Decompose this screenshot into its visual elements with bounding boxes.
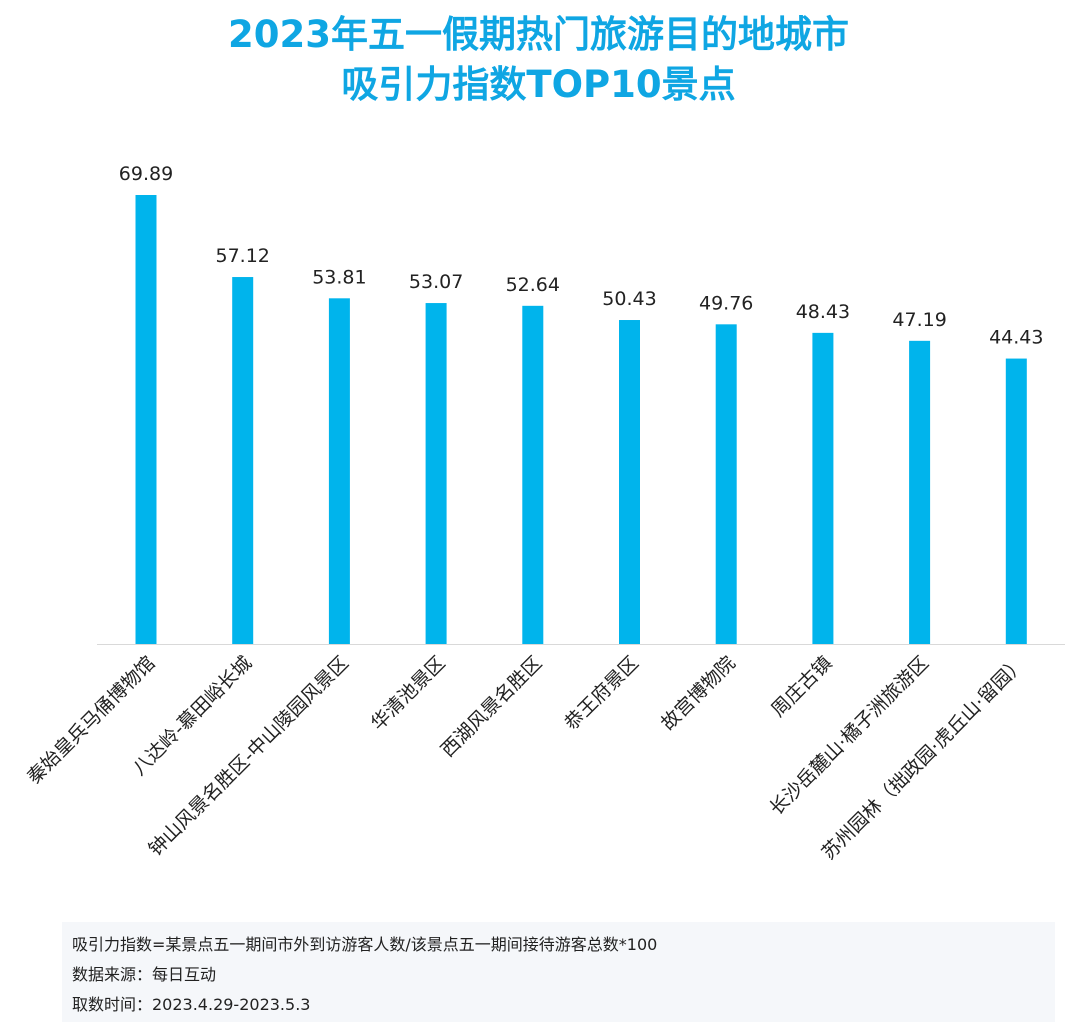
data-label: 49.76 [699,292,753,314]
bar [715,324,737,644]
x-tick-label: 钟山风景名胜区-中山陵园风景区 [144,652,352,860]
x-tick-label: 苏州园林（拙政园·虎丘山·留园） [818,652,1030,864]
data-label: 50.43 [602,288,656,310]
data-label: 44.43 [989,327,1043,349]
bar [1005,358,1027,644]
data-label: 47.19 [892,309,946,331]
bar [135,195,157,644]
bar [619,320,640,644]
footnote-definition: 吸引力指数=某景点五一期间市外到访游客人数/该景点五一期间接待游客总数*100 [72,935,658,954]
bar [522,305,544,644]
footnote-source: 数据来源：每日互动 [72,965,217,984]
data-label: 53.81 [312,266,366,288]
data-label: 57.12 [215,245,269,267]
chart-title: 2023年五一假期热门旅游目的地城市 [228,13,849,56]
x-tick-label: 周庄古镇 [767,652,836,721]
bar [909,340,931,644]
bar [232,277,254,644]
footnote-period: 取数时间：2023.4.29-2023.5.3 [72,995,311,1014]
data-label: 48.43 [796,301,850,323]
x-tick-label: 华清池景区 [367,652,450,735]
x-tick-label: 恭王府景区 [560,652,643,735]
data-label: 52.64 [506,274,560,296]
x-tick-label: 西湖风景名胜区 [437,652,547,762]
data-label: 69.89 [119,163,173,185]
x-tick-label: 故宫博物院 [657,652,740,735]
bar [425,303,447,644]
chart-subtitle: 吸引力指数TOP10景点 [341,63,736,106]
bar [328,298,350,644]
x-tick-label: 长沙岳麓山·橘子洲旅游区 [766,652,934,820]
footnote: 吸引力指数=某景点五一期间市外到访游客人数/该景点五一期间接待游客总数*100 … [62,922,1055,1022]
data-label: 53.07 [409,271,463,293]
bar [812,332,834,644]
bar-chart: 69.89秦始皇兵马俑博物馆57.12八达岭-慕田峪长城53.81钟山风景名胜区… [23,163,1065,864]
